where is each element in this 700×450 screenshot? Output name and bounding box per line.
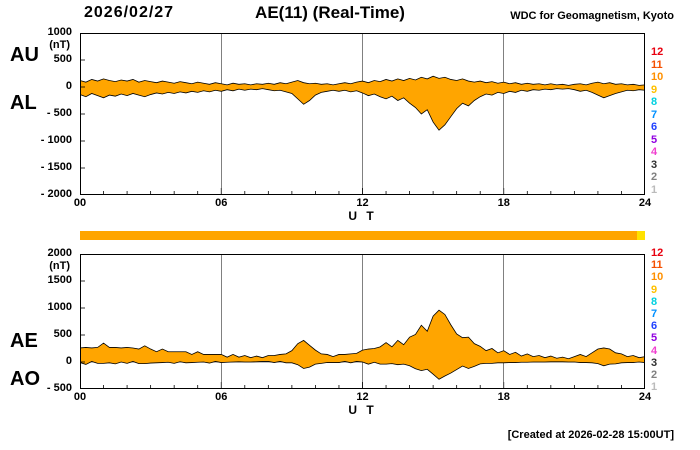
- station-number: 6: [651, 320, 658, 333]
- y-tick-label: - 500: [46, 107, 72, 119]
- status-bar-segment: [636, 231, 645, 240]
- x-tick-label: 06: [215, 391, 228, 403]
- y-tick-label: - 1500: [40, 161, 72, 173]
- station-number: 8: [651, 96, 658, 108]
- station-number: 11: [651, 259, 663, 272]
- station-number: 5: [651, 332, 658, 345]
- station-number: 9: [651, 83, 658, 96]
- ao-axis-label: AO: [10, 368, 40, 390]
- y-tick-label: 1500: [47, 274, 72, 286]
- au-axis-label: AU: [10, 44, 39, 66]
- x-tick-label: 00: [73, 391, 87, 403]
- station-number: 1: [651, 381, 658, 394]
- ae-axis-label: AE: [10, 330, 38, 352]
- y-tick-label: - 500: [46, 382, 72, 394]
- y-tick-label: 2000: [47, 247, 72, 259]
- station-number: 11: [651, 58, 663, 71]
- x-tick-label: 00: [73, 197, 87, 209]
- station-number: 8: [651, 295, 658, 308]
- credit-text: WDC for Geomagnetism, Kyoto: [510, 10, 674, 22]
- station-number: 7: [651, 308, 658, 320]
- x-tick-label: 12: [356, 391, 369, 403]
- au-al-chart: [80, 33, 645, 195]
- station-number: 2: [651, 369, 658, 381]
- station-number: 9: [651, 283, 658, 296]
- page-title: AE(11) (Real-Time): [255, 3, 405, 22]
- station-number: 12: [651, 247, 664, 259]
- y-tick-label: 0: [65, 355, 72, 367]
- y-tick-label: 0: [65, 80, 72, 92]
- y-axis-unit: (nT): [49, 260, 70, 272]
- station-number: 3: [651, 158, 658, 171]
- station-number: 7: [651, 108, 658, 121]
- status-bar-segment: [80, 231, 637, 240]
- y-tick-label: 1000: [47, 26, 72, 38]
- station-number: 10: [651, 271, 664, 284]
- x-tick-label: 18: [497, 197, 510, 209]
- x-tick-label: 18: [497, 391, 510, 403]
- y-tick-label: 500: [53, 53, 72, 65]
- x-tick-label: 24: [638, 391, 652, 403]
- station-number: 4: [651, 146, 658, 158]
- station-number: 4: [651, 344, 658, 357]
- data-status-bar: [80, 231, 645, 240]
- y-tick-label: 500: [53, 328, 72, 340]
- x-axis-label: U T: [348, 209, 377, 223]
- y-tick-label: - 1000: [40, 134, 72, 146]
- station-number: 3: [651, 356, 658, 369]
- x-axis-label: U T: [348, 403, 377, 417]
- x-tick-label: 24: [638, 197, 652, 209]
- station-number: 5: [651, 133, 658, 146]
- station-number: 10: [651, 71, 664, 83]
- y-tick-label: - 2000: [40, 188, 72, 200]
- plot-date: 2026/02/27: [84, 4, 175, 21]
- y-tick-label: 1000: [47, 301, 72, 313]
- ae-ao-chart: [80, 254, 645, 389]
- y-axis-unit: (nT): [49, 39, 70, 51]
- created-at-text: [Created at 2026-02-28 15:00UT]: [507, 429, 674, 441]
- station-number: 1: [651, 183, 658, 196]
- x-tick-label: 06: [215, 197, 228, 209]
- station-number: 12: [651, 46, 664, 58]
- station-number: 6: [651, 121, 658, 133]
- station-number: 2: [651, 171, 658, 183]
- x-tick-label: 12: [356, 197, 369, 209]
- al-axis-label: AL: [10, 92, 37, 114]
